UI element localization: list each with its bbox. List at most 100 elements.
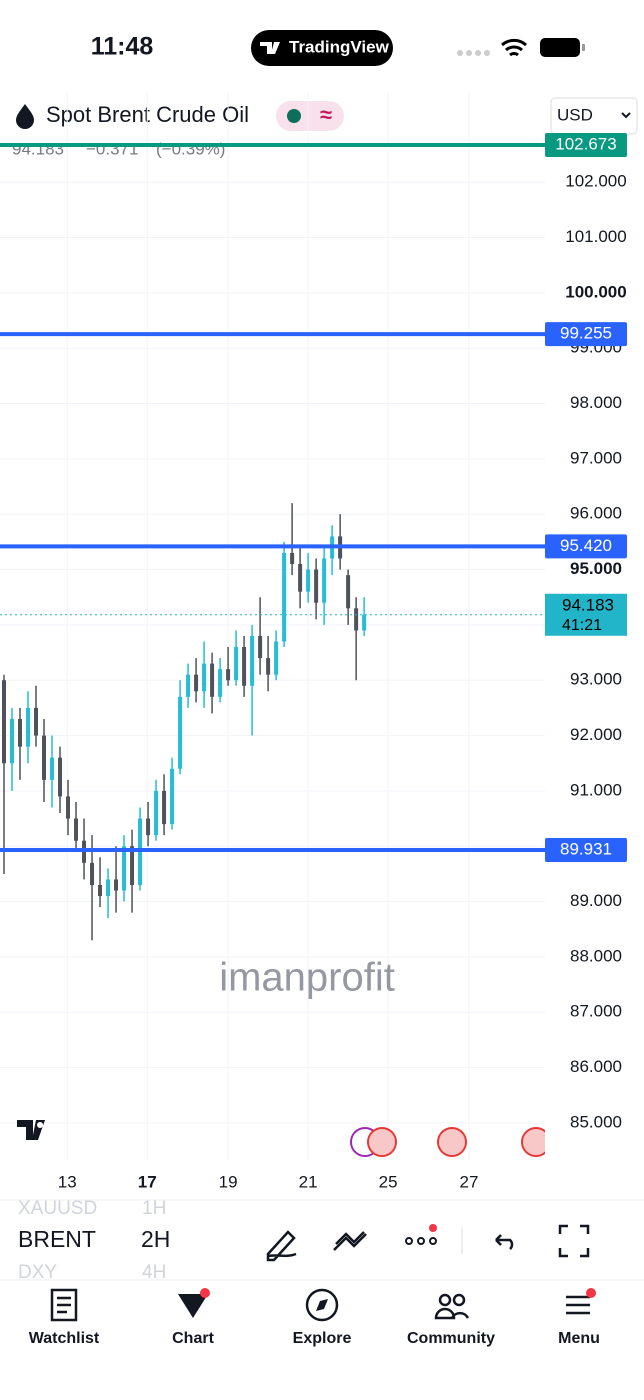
delayed-icon: ≈ (320, 102, 332, 127)
price-countdown: 41:21 (562, 617, 602, 634)
candle-body (306, 569, 311, 592)
candle-body (362, 614, 367, 631)
nav-item[interactable]: Chart (172, 1330, 214, 1347)
y-tick-label: 93.000 (570, 670, 622, 689)
app-name: TradingView (289, 37, 390, 56)
candle-body (18, 718, 23, 747)
market-open-dot (287, 109, 301, 123)
app-pill (251, 30, 393, 66)
interval-option[interactable]: 4H (142, 1262, 166, 1283)
x-tick-label: 27 (460, 1172, 479, 1191)
status-time: 11:48 (91, 33, 154, 61)
quote-last: 94.183 (12, 139, 64, 158)
y-tick-label: 88.000 (570, 946, 622, 965)
y-tick-label: 89.000 (570, 891, 622, 910)
status-badge[interactable] (276, 101, 344, 131)
level-label-box (545, 132, 627, 157)
candle-body (90, 862, 95, 885)
fullscreen[interactable] (558, 1224, 590, 1258)
y-tick-label: 87.000 (570, 1002, 622, 1021)
symbol-icon (16, 104, 34, 129)
y-tick-label: 102.000 (565, 172, 626, 191)
interval-current[interactable]: 2H (141, 1226, 170, 1252)
watermark: imanprofit (219, 956, 395, 1000)
level-label: 89.931 (560, 840, 612, 859)
x-tick-label: 13 (58, 1172, 77, 1191)
symbol-current[interactable]: BRENT (18, 1226, 96, 1252)
badge (429, 1224, 437, 1232)
candle-body (194, 674, 199, 692)
candle-body (218, 669, 223, 697)
candle-body (242, 647, 247, 686)
more-tools[interactable] (405, 1237, 437, 1245)
nav-item[interactable]: Community (407, 1330, 495, 1347)
candle-body (114, 879, 119, 891)
watchlist-icon (50, 1288, 78, 1322)
candle-body (58, 757, 63, 797)
candle-body (298, 564, 303, 592)
candle-body (146, 818, 151, 836)
y-tick-label: 86.000 (570, 1057, 622, 1076)
candle-body (34, 707, 39, 736)
chart[interactable]: 85.00086.00087.00088.00089.00090.00091.0… (0, 92, 627, 1191)
currency[interactable]: USD (557, 105, 593, 124)
y-tick-label: 97.000 (570, 448, 622, 467)
symbol-option[interactable]: DXY (18, 1262, 57, 1283)
symbol-option[interactable]: XAUUSD (18, 1198, 97, 1219)
chart-icon (178, 1294, 208, 1318)
app-logo (260, 42, 280, 54)
candle-body (130, 846, 135, 885)
candle-body (210, 663, 215, 697)
y-tick-label: 92.000 (570, 725, 622, 744)
candle-body (346, 575, 351, 609)
candle-body (274, 641, 279, 675)
candle-body (154, 790, 159, 836)
y-tick-label: 100.000 (565, 282, 626, 301)
candle-body (290, 552, 295, 565)
y-tick-label: 95.000 (570, 559, 622, 578)
x-tick-label: 25 (379, 1172, 398, 1191)
candle-body (50, 757, 55, 780)
candle-body (354, 608, 359, 631)
y-tick-label: 101.000 (565, 227, 626, 246)
candle-body (178, 696, 183, 769)
nav-item[interactable]: Explore (293, 1330, 352, 1347)
candle-body (170, 768, 175, 825)
level-label-box (545, 534, 627, 559)
explore-icon (305, 1288, 339, 1322)
pattern-tool[interactable] (333, 1231, 367, 1251)
level-label: 99.255 (560, 324, 612, 343)
menu-icon (566, 1295, 590, 1315)
quote-change-pct: (−0.39%) (156, 139, 225, 158)
candle-body (74, 818, 79, 841)
level-label-box (545, 838, 627, 863)
nav-item[interactable]: Watchlist (29, 1330, 100, 1347)
tv-logo (17, 1120, 45, 1140)
price-label-box (545, 593, 627, 636)
y-tick-label: 98.000 (570, 393, 622, 412)
candle-body (106, 879, 111, 897)
candle-body (258, 635, 263, 659)
nav-item[interactable]: Menu (558, 1330, 600, 1347)
candle-body (250, 635, 255, 686)
level-label-box (545, 322, 627, 347)
signal (457, 50, 490, 56)
candle-body (10, 718, 15, 764)
x-tick-label: 21 (299, 1172, 318, 1191)
candle-body (234, 647, 239, 681)
community-icon (434, 1307, 470, 1320)
draw-tool[interactable] (266, 1230, 297, 1262)
candle-body (122, 846, 127, 891)
price-label: 94.183 (562, 595, 614, 614)
candle-body (314, 569, 319, 603)
undo[interactable] (495, 1234, 514, 1250)
y-tick-label: 91.000 (570, 780, 622, 799)
candle-body (42, 735, 47, 780)
y-tick-label: 96.000 (570, 504, 622, 523)
candle-body (66, 796, 71, 819)
interval-option[interactable]: 1H (142, 1198, 166, 1219)
explore-needle (316, 1299, 328, 1311)
candle-body (266, 658, 271, 675)
currency-caret (621, 112, 631, 119)
